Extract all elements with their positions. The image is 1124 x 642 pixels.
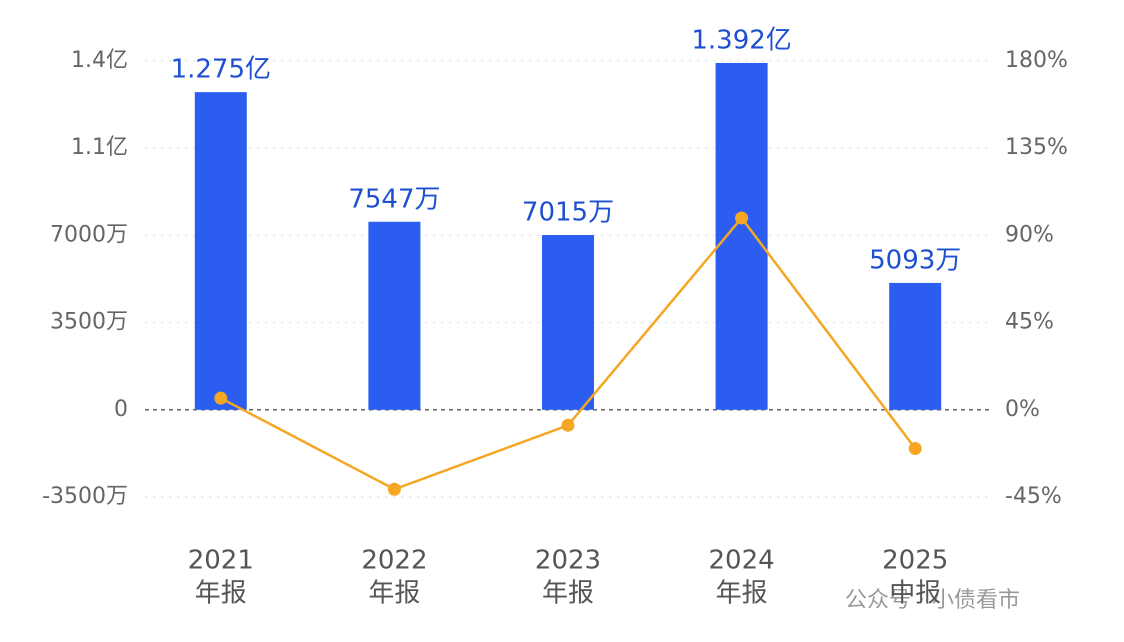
y-tick-label: 1.4亿	[71, 48, 128, 73]
y2-tick-label: 0%	[1005, 397, 1040, 422]
y2-tick-label: 180%	[1005, 48, 1068, 73]
bar	[368, 221, 421, 410]
x-tick-label: 年报	[368, 579, 420, 609]
y2-tick-label: 45%	[1005, 310, 1054, 335]
watermark: 公众号 · 小债看市	[845, 588, 1020, 613]
value-label: 1.392亿	[691, 25, 791, 55]
y-tick-label: 3500万	[50, 310, 128, 335]
y2-tick-label: 135%	[1005, 135, 1068, 160]
x-tick-label: 年报	[542, 579, 594, 609]
x-tick-label: 2024	[709, 546, 775, 576]
value-label: 5093万	[869, 245, 961, 275]
x-tick-label: 2023	[535, 546, 601, 576]
y-tick-label: 1.1亿	[71, 135, 128, 160]
value-label: 7547万	[348, 184, 440, 214]
value-label: 7015万	[522, 198, 614, 228]
line-point	[908, 442, 922, 456]
bar	[715, 62, 768, 410]
x-tick-label: 年报	[716, 579, 768, 609]
line-point	[387, 482, 401, 496]
x-tick-label: 2021	[188, 546, 254, 576]
bar	[889, 282, 942, 410]
x-tick-label: 2022	[361, 546, 427, 576]
value-label: 1.275亿	[171, 55, 271, 85]
bar	[542, 235, 594, 410]
y-tick-label: -3500万	[42, 484, 128, 509]
line-point	[735, 211, 749, 225]
line-point	[214, 391, 228, 405]
y-tick-label: 0	[114, 397, 128, 422]
y-tick-label: 7000万	[50, 222, 128, 247]
y2-tick-label: 90%	[1005, 222, 1054, 247]
y2-tick-label: -45%	[1005, 484, 1062, 509]
x-tick-label: 中报	[889, 579, 941, 609]
line-point	[561, 418, 575, 432]
bar	[194, 92, 247, 410]
x-tick-label: 2025	[882, 546, 948, 576]
x-tick-label: 年报	[195, 579, 247, 609]
